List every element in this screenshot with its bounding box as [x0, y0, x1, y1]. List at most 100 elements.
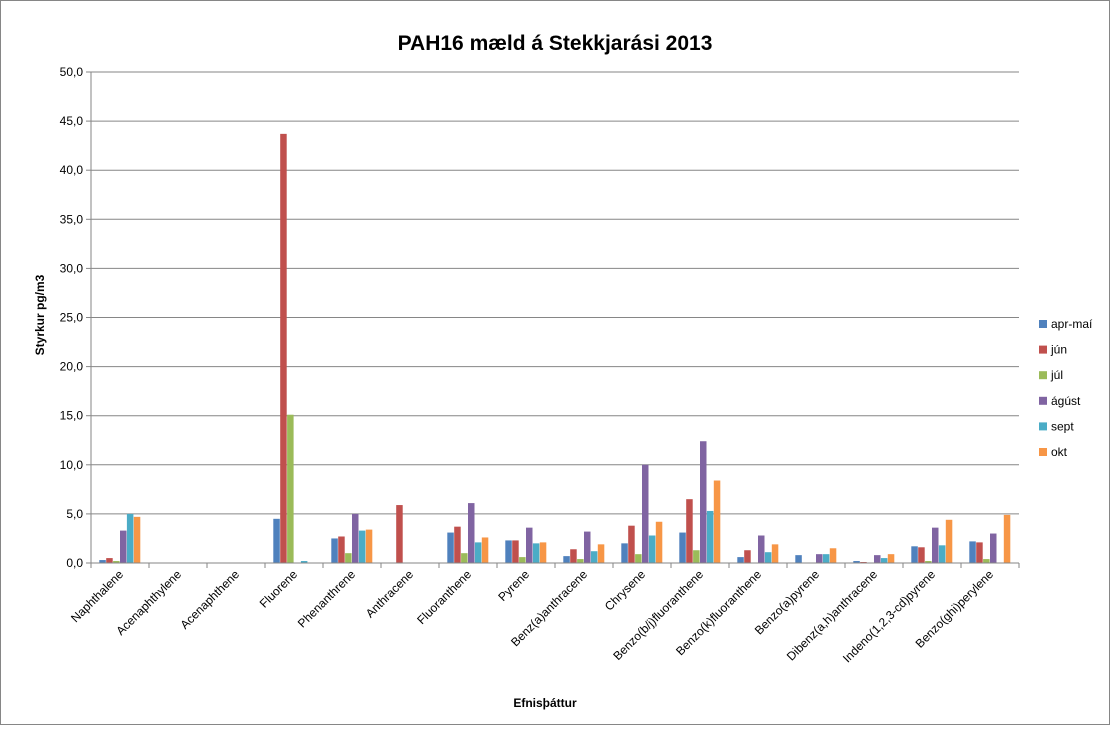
bar: [570, 549, 577, 563]
legend: apr-maí jún júl ágúst sept okt: [1039, 317, 1093, 459]
bar: [461, 553, 468, 563]
bar: [642, 464, 649, 563]
x-tick-label: Pyrene: [495, 567, 532, 604]
bar: [1003, 514, 1011, 563]
bar: [113, 561, 120, 563]
bar: [300, 561, 308, 563]
bar: [874, 555, 881, 563]
bar: [853, 561, 860, 563]
legend-label: jún: [1050, 343, 1067, 357]
bar: [512, 540, 519, 563]
bar: [99, 560, 106, 563]
bar: [106, 558, 113, 563]
x-tick-label: Fluorene: [257, 567, 301, 611]
legend-label: okt: [1051, 445, 1068, 459]
y-tick-label: 25,0: [60, 311, 84, 325]
bar: [918, 547, 925, 563]
bar: [764, 552, 772, 563]
legend-swatch: [1039, 320, 1047, 328]
bar: [706, 510, 714, 563]
bar: [526, 527, 533, 563]
bar: [577, 559, 584, 563]
bar: [969, 541, 976, 563]
bar: [621, 543, 628, 563]
legend-swatch: [1039, 422, 1047, 431]
bar: [648, 535, 656, 563]
bar: [365, 529, 373, 563]
chart-title: PAH16 mæld á Stekkjarási 2013: [398, 32, 713, 55]
bar: [983, 559, 990, 563]
x-tick-label: Anthracene: [363, 567, 417, 621]
legend-swatch: [1039, 396, 1047, 405]
bar: [481, 537, 489, 563]
legend-swatch: [1039, 345, 1047, 354]
bar: [887, 554, 895, 563]
legend-label: júl: [1050, 368, 1063, 382]
bar: [590, 551, 598, 563]
y-tick-labels: 0,0 5,0 10,0 15,0 20,0 25,0 30,0 35,0 40,0 45,0 50…: [60, 65, 84, 570]
bar: [932, 527, 939, 563]
bar: [331, 538, 338, 563]
bar: [816, 554, 823, 563]
gridlines: [86, 71, 1019, 564]
bar: [990, 533, 997, 563]
bar: [519, 557, 526, 563]
bar: [447, 532, 454, 563]
bar: [352, 513, 359, 563]
y-axis-label: Styrkur pg/m3: [33, 274, 47, 355]
y-tick-label: 0,0: [66, 556, 83, 570]
x-tick-label: Chrysene: [602, 567, 648, 613]
legend-label: sept: [1051, 419, 1074, 433]
legend-label: apr-maí: [1051, 317, 1093, 331]
bar: [938, 545, 946, 563]
legend-swatch: [1039, 371, 1047, 380]
y-tick-label: 10,0: [60, 458, 84, 472]
bar: [693, 550, 700, 563]
bar: [532, 543, 540, 563]
bar: [563, 556, 570, 563]
bars: [99, 133, 1011, 563]
bar: [120, 530, 127, 563]
y-tick-label: 45,0: [60, 114, 84, 128]
bar: [133, 516, 141, 563]
legend-swatch: [1039, 448, 1047, 456]
bar: [679, 532, 686, 563]
bar: [976, 542, 983, 563]
y-tick-label: 5,0: [66, 507, 83, 521]
bar: [468, 503, 475, 563]
bar: [345, 553, 352, 563]
bar: [273, 518, 280, 563]
bar: [474, 542, 482, 563]
y-tick-label: 30,0: [60, 261, 84, 275]
y-tick-label: 20,0: [60, 360, 84, 374]
x-axis-label: Efnisþáttur: [513, 696, 577, 710]
bar: [686, 499, 693, 563]
bar: [744, 550, 751, 563]
x-tick-label: Naphthalene: [68, 567, 126, 625]
bar: [829, 548, 837, 563]
bar: [628, 525, 635, 563]
bar: [771, 544, 779, 563]
bar: [822, 554, 830, 563]
y-tick-label: 50,0: [60, 65, 84, 79]
bar: [635, 554, 642, 563]
bar: [945, 519, 953, 563]
bar: [584, 531, 591, 563]
bar: [655, 521, 663, 563]
bar: [505, 540, 512, 563]
bar: [287, 414, 294, 563]
bar: [539, 542, 547, 563]
bar: [911, 546, 918, 563]
bar: [713, 480, 721, 563]
bar: [795, 555, 802, 563]
bar: [280, 133, 287, 563]
bar: [880, 558, 888, 563]
y-tick-label: 40,0: [60, 163, 84, 177]
bar: [454, 526, 461, 563]
bar: [700, 441, 707, 563]
x-tick-label: Acenaphthene: [177, 567, 242, 632]
bar: [758, 535, 765, 563]
